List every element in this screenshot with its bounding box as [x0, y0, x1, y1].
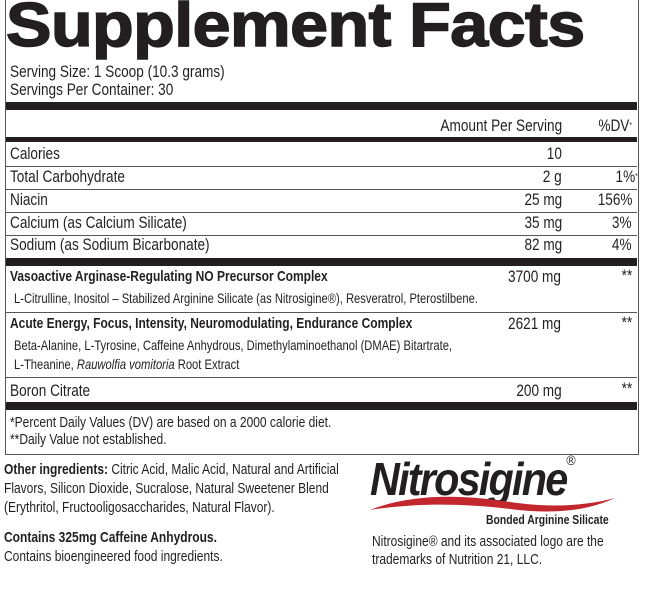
nutrient-name: Calories: [10, 144, 60, 163]
complex-name: Acute Energy, Focus, Intensity, Neuromod…: [10, 315, 413, 332]
nutrient-name: Calcium (as Calcium Silicate): [10, 213, 187, 232]
divider-thin: [6, 312, 637, 313]
ingredient-dv: **: [621, 379, 632, 398]
other-ingredients: Other ingredients: Citric Acid, Malic Ac…: [4, 461, 339, 478]
divider-thin: [6, 235, 637, 236]
other-ingredients-line: (Erythritol, Fructooligosaccharides, Nat…: [4, 499, 275, 516]
complex-dv: **: [621, 266, 632, 285]
nutrient-amount: 35 mg: [524, 213, 562, 232]
serving-size: Serving Size: 1 Scoop (10.3 grams): [10, 62, 225, 81]
caffeine-statement: Contains 325mg Caffeine Anhydrous.: [4, 529, 217, 546]
nutrient-name: Niacin: [10, 190, 48, 209]
nutrient-name: Total Carbohydrate: [10, 167, 125, 186]
divider-medium: [6, 137, 637, 142]
complex-ingredients: L-Citrulline, Inositol – Stabilized Argi…: [14, 290, 478, 306]
complex-dv: **: [621, 313, 632, 332]
complex-amount: 3700 mg: [508, 267, 561, 286]
nutrient-amount: 25 mg: [524, 190, 562, 209]
complex-ingredients: Beta-Alanine, L-Tyrosine, Caffeine Anhyd…: [14, 337, 453, 353]
nutrient-name: Sodium (as Sodium Bicarbonate): [10, 235, 210, 254]
divider-thick: [6, 402, 637, 410]
nutrient-dv: 1%*: [615, 167, 638, 186]
divider-thin: [6, 212, 637, 213]
bioengineered-statement: Contains bioengineered food ingredients.: [4, 548, 223, 565]
nutrient-amount: 2 g: [543, 167, 562, 186]
panel-title: Supplement Facts: [5, 0, 586, 61]
other-ingredients-line: Flavors, Silicon Dioxide, Sucralose, Nat…: [4, 480, 329, 497]
logo-tagline: Bonded Arginine Silicate: [486, 512, 609, 527]
complex-name: Vasoactive Arginase-Regulating NO Precur…: [10, 268, 328, 285]
swoosh-icon: [370, 496, 615, 512]
nutrient-amount: 10: [546, 144, 562, 163]
trademark-text: Nitrosigine® and its associated logo are…: [372, 533, 604, 550]
ingredient-amount: 200 mg: [516, 381, 562, 400]
dv-header: %DV*: [598, 116, 632, 135]
nutrient-amount: 82 mg: [524, 235, 562, 254]
servings-per-container: Servings Per Container: 30: [10, 80, 174, 99]
footnote: **Daily Value not established.: [10, 431, 167, 448]
footnote: *Percent Daily Values (DV) are based on …: [10, 414, 332, 431]
complex-ingredients: L-Theanine, Rauwolfia vomitoria Root Ext…: [14, 356, 240, 372]
nutrient-dv: 4%: [612, 235, 632, 254]
nutrient-dv: 3%: [612, 213, 632, 232]
ingredient-name: Boron Citrate: [10, 381, 91, 400]
divider-thin: [6, 189, 637, 190]
supplement-facts-panel: [5, 0, 639, 455]
trademark-text: trademarks of Nutrition 21, LLC.: [372, 551, 543, 568]
amount-header: Amount Per Serving: [440, 116, 562, 135]
divider-thick: [6, 258, 637, 266]
complex-amount: 2621 mg: [508, 314, 561, 333]
nutrient-dv: 156%: [597, 190, 632, 209]
nitrosigine-logo: Nitrosigine®: [370, 452, 640, 532]
divider-thin: [6, 377, 637, 378]
divider-thin: [6, 166, 637, 167]
divider-thick: [6, 102, 637, 110]
